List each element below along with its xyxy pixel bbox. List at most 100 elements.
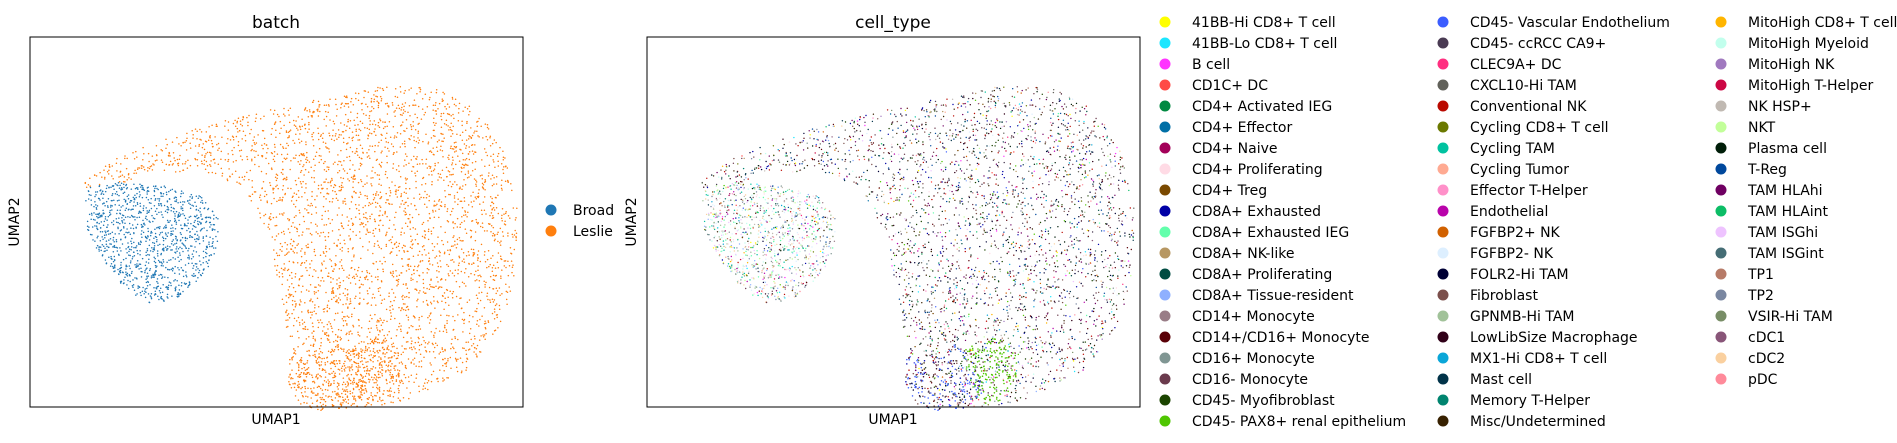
batch-point-broad bbox=[209, 216, 211, 218]
batch-point-leslie bbox=[479, 225, 482, 228]
batch-point-broad bbox=[109, 206, 112, 208]
batch-point-leslie bbox=[385, 364, 388, 367]
batch-point-leslie bbox=[410, 235, 412, 237]
batch-point-leslie bbox=[341, 388, 344, 390]
batch-point-leslie bbox=[268, 217, 270, 219]
batch-point-leslie bbox=[330, 383, 332, 385]
batch-point-leslie bbox=[371, 297, 374, 299]
batch-point-leslie bbox=[310, 222, 312, 224]
batch-point-leslie bbox=[454, 269, 457, 272]
batch-point-broad bbox=[171, 188, 174, 191]
batch-point-leslie bbox=[415, 208, 417, 211]
batch-point-leslie bbox=[313, 330, 315, 333]
batch-point-leslie bbox=[497, 165, 500, 167]
cell-type-point bbox=[986, 314, 989, 316]
batch-point-leslie bbox=[311, 300, 314, 303]
batch-point-leslie bbox=[330, 396, 332, 398]
batch-point-leslie bbox=[381, 214, 384, 216]
batch-point-leslie bbox=[389, 238, 392, 241]
batch-point-broad bbox=[114, 203, 116, 206]
batch-point-leslie bbox=[389, 309, 391, 312]
batch-point-leslie bbox=[366, 182, 368, 184]
batch-point-broad bbox=[139, 205, 142, 207]
batch-point-leslie bbox=[374, 367, 377, 369]
batch-point-leslie bbox=[301, 234, 303, 236]
batch-point-broad bbox=[130, 249, 132, 251]
batch-point-broad bbox=[137, 287, 139, 289]
batch-point-leslie bbox=[203, 148, 206, 151]
batch-point-leslie bbox=[504, 157, 506, 159]
batch-point-leslie bbox=[360, 283, 363, 285]
batch-point-leslie bbox=[395, 241, 398, 243]
batch-point-leslie bbox=[450, 245, 453, 248]
batch-point-leslie bbox=[208, 151, 211, 154]
batch-point-leslie bbox=[368, 396, 370, 399]
batch-point-leslie bbox=[479, 175, 482, 177]
batch-point-leslie bbox=[514, 229, 516, 232]
batch-point-leslie bbox=[425, 133, 427, 136]
batch-point-leslie bbox=[492, 226, 495, 229]
batch-point-leslie bbox=[261, 144, 263, 146]
batch-point-broad bbox=[104, 231, 107, 234]
batch-point-leslie bbox=[355, 273, 357, 276]
batch-point-leslie bbox=[151, 169, 154, 171]
batch-point-leslie bbox=[360, 384, 362, 387]
batch-point-leslie bbox=[435, 122, 437, 125]
batch-point-leslie bbox=[350, 315, 353, 318]
batch-point-leslie bbox=[502, 156, 505, 159]
batch-point-broad bbox=[89, 186, 92, 189]
batch-point-leslie bbox=[385, 308, 388, 311]
batch-point-leslie bbox=[311, 311, 313, 314]
batch-point-leslie bbox=[468, 135, 470, 137]
batch-point-leslie bbox=[512, 264, 514, 266]
batch-point-leslie bbox=[281, 168, 284, 171]
batch-point-broad bbox=[152, 250, 154, 253]
batch-point-leslie bbox=[302, 327, 304, 330]
batch-point-leslie bbox=[322, 231, 325, 234]
batch-point-leslie bbox=[451, 292, 454, 295]
batch-point-leslie bbox=[279, 248, 281, 251]
batch-point-broad bbox=[129, 199, 132, 202]
batch-point-leslie bbox=[328, 134, 331, 137]
batch-point-leslie bbox=[290, 160, 292, 162]
batch-point-leslie bbox=[348, 277, 350, 279]
batch-point-leslie bbox=[355, 371, 357, 374]
batch-point-broad bbox=[109, 209, 111, 212]
batch-point-leslie bbox=[373, 197, 376, 199]
batch-point-leslie bbox=[495, 183, 498, 185]
batch-point-leslie bbox=[338, 383, 340, 385]
batch-point-leslie bbox=[359, 378, 361, 381]
batch-point-leslie bbox=[471, 150, 474, 152]
batch-point-broad bbox=[167, 207, 169, 209]
batch-point-leslie bbox=[343, 239, 345, 241]
batch-point-leslie bbox=[354, 178, 357, 180]
batch-point-leslie bbox=[463, 166, 465, 169]
batch-point-leslie bbox=[263, 137, 266, 140]
batch-point-leslie bbox=[265, 193, 268, 196]
batch-point-broad bbox=[191, 274, 193, 277]
batch-point-broad bbox=[112, 220, 115, 222]
batch-point-leslie bbox=[325, 115, 328, 118]
batch-point-leslie bbox=[293, 203, 295, 205]
batch-point-leslie bbox=[427, 219, 429, 222]
batch-point-broad bbox=[152, 273, 154, 276]
cell-type-point bbox=[1033, 170, 1036, 172]
batch-point-leslie bbox=[311, 133, 313, 136]
cell-type-point bbox=[1081, 211, 1084, 213]
batch-point-broad bbox=[154, 274, 156, 276]
batch-point-leslie bbox=[325, 146, 327, 148]
batch-point-broad bbox=[159, 243, 161, 246]
batch-point-leslie bbox=[363, 370, 366, 372]
batch-point-leslie bbox=[121, 174, 124, 176]
batch-point-leslie bbox=[421, 183, 423, 186]
batch-point-leslie bbox=[344, 393, 347, 395]
batch-point-broad bbox=[158, 204, 160, 207]
batch-point-leslie bbox=[409, 392, 412, 394]
batch-point-broad bbox=[138, 216, 141, 218]
batch-point-leslie bbox=[287, 131, 290, 134]
batch-point-leslie bbox=[451, 296, 454, 299]
batch-point-leslie bbox=[331, 349, 334, 352]
batch-point-broad bbox=[199, 273, 202, 276]
batch-point-leslie bbox=[396, 329, 398, 331]
batch-point-leslie bbox=[309, 405, 311, 407]
